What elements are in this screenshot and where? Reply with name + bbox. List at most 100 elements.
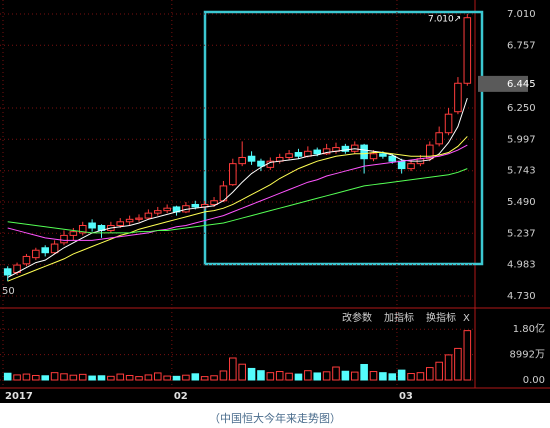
- candle-body: [116, 221, 125, 227]
- volume-bar: [200, 376, 209, 381]
- volume-bar: [416, 372, 425, 381]
- volume-bar: [32, 374, 40, 381]
- volume-bar: [285, 372, 293, 381]
- volume-bar: [463, 330, 472, 381]
- volume-bar: [78, 373, 87, 381]
- volume-bar: [369, 371, 378, 381]
- volume-bar: [125, 374, 134, 381]
- volume-bar: [379, 372, 387, 381]
- y2-tick-label: 8992万: [510, 350, 545, 361]
- volume-bar: [229, 357, 237, 381]
- volume-bar: [238, 363, 246, 381]
- volume-bar: [219, 370, 228, 381]
- y-tick-label: 7.010: [507, 9, 536, 20]
- volume-bar: [191, 373, 200, 381]
- candle-body: [238, 156, 246, 165]
- y-tick-label: 5.743: [507, 166, 536, 177]
- candle-body: [3, 268, 12, 276]
- close-button[interactable]: X: [463, 313, 470, 324]
- candle-body: [313, 149, 322, 155]
- menu-button[interactable]: 加指标: [384, 311, 414, 324]
- volume-bar: [13, 374, 21, 381]
- candle-body: [294, 152, 303, 157]
- volume-bar: [116, 373, 125, 381]
- candle-body: [350, 144, 359, 152]
- volume-bar: [294, 373, 303, 381]
- candle-body: [454, 82, 462, 113]
- volume-bar: [69, 374, 78, 381]
- volume-bar: [172, 375, 181, 381]
- candle-body: [32, 249, 40, 259]
- candle-body: [22, 255, 31, 265]
- candle-body: [322, 148, 331, 155]
- volume-bar: [88, 375, 96, 381]
- volume-bar: [257, 370, 265, 381]
- ma-line: [7, 97, 468, 278]
- y-tick-label: 5.490: [507, 197, 536, 208]
- volume-bar: [266, 372, 275, 381]
- candle-body: [379, 153, 387, 157]
- candle-body: [426, 144, 434, 160]
- volume-bar: [3, 372, 12, 381]
- volume-bar: [163, 375, 171, 381]
- volume-bar: [360, 363, 368, 381]
- candle-body: [407, 163, 415, 170]
- current-price-box: [478, 75, 528, 92]
- candle-body: [341, 145, 350, 152]
- candle-body: [369, 153, 378, 160]
- candle-body: [60, 234, 68, 244]
- volume-bar: [332, 366, 340, 381]
- volume-bar: [350, 371, 359, 381]
- menu-button[interactable]: 改参数: [342, 311, 372, 324]
- volume-bar: [41, 375, 49, 381]
- y-tick-label: 5.237: [507, 228, 536, 239]
- x-tick-label: 2017: [5, 391, 33, 402]
- volume-bar: [304, 370, 312, 381]
- ma-line: [7, 136, 468, 282]
- volume-bar: [135, 376, 143, 381]
- volume-bar: [107, 375, 115, 381]
- volume-bar: [182, 374, 190, 381]
- y-tick-label: 6.250: [507, 103, 536, 114]
- y2-tick-label: 0.00: [523, 375, 545, 386]
- highlight-box: [203, 10, 484, 266]
- menu-button[interactable]: 换指标: [426, 311, 456, 324]
- ma-line: [7, 144, 468, 241]
- volume-bar: [397, 369, 406, 381]
- candle-body: [69, 231, 78, 236]
- candle-body: [210, 200, 218, 205]
- volume-bar: [22, 373, 31, 381]
- candle-body: [50, 243, 59, 254]
- volume-bar: [435, 361, 443, 381]
- candle-body: [163, 207, 171, 212]
- y-tick-label: 4.983: [507, 260, 536, 271]
- volume-bar: [60, 373, 68, 381]
- candle-body: [153, 210, 162, 214]
- background: [0, 0, 550, 403]
- y-tick-label: 5.997: [507, 134, 536, 145]
- volume-bar: [322, 371, 331, 381]
- candle-body: [135, 217, 143, 220]
- candle-body: [388, 155, 397, 162]
- x-tick-label: 03: [399, 391, 413, 402]
- candle-body: [229, 163, 237, 186]
- volume-bar: [444, 354, 453, 381]
- volume-bar: [454, 347, 462, 381]
- volume-bar: [144, 374, 153, 381]
- candle-body: [247, 155, 256, 162]
- peak-label: 7.010↗: [428, 15, 461, 25]
- y-tick-label: 4.730: [507, 291, 536, 302]
- volume-bar: [313, 372, 322, 381]
- candle-body: [397, 160, 406, 170]
- volume-bar: [50, 372, 59, 381]
- candle-body: [88, 222, 96, 229]
- volume-bar: [275, 371, 284, 381]
- candle-body: [435, 132, 443, 145]
- volume-bar: [388, 373, 397, 381]
- low-label: 50: [2, 286, 15, 297]
- volume-bar: [210, 375, 218, 381]
- y-tick-label: 6.757: [507, 40, 536, 51]
- candle-body: [125, 218, 134, 223]
